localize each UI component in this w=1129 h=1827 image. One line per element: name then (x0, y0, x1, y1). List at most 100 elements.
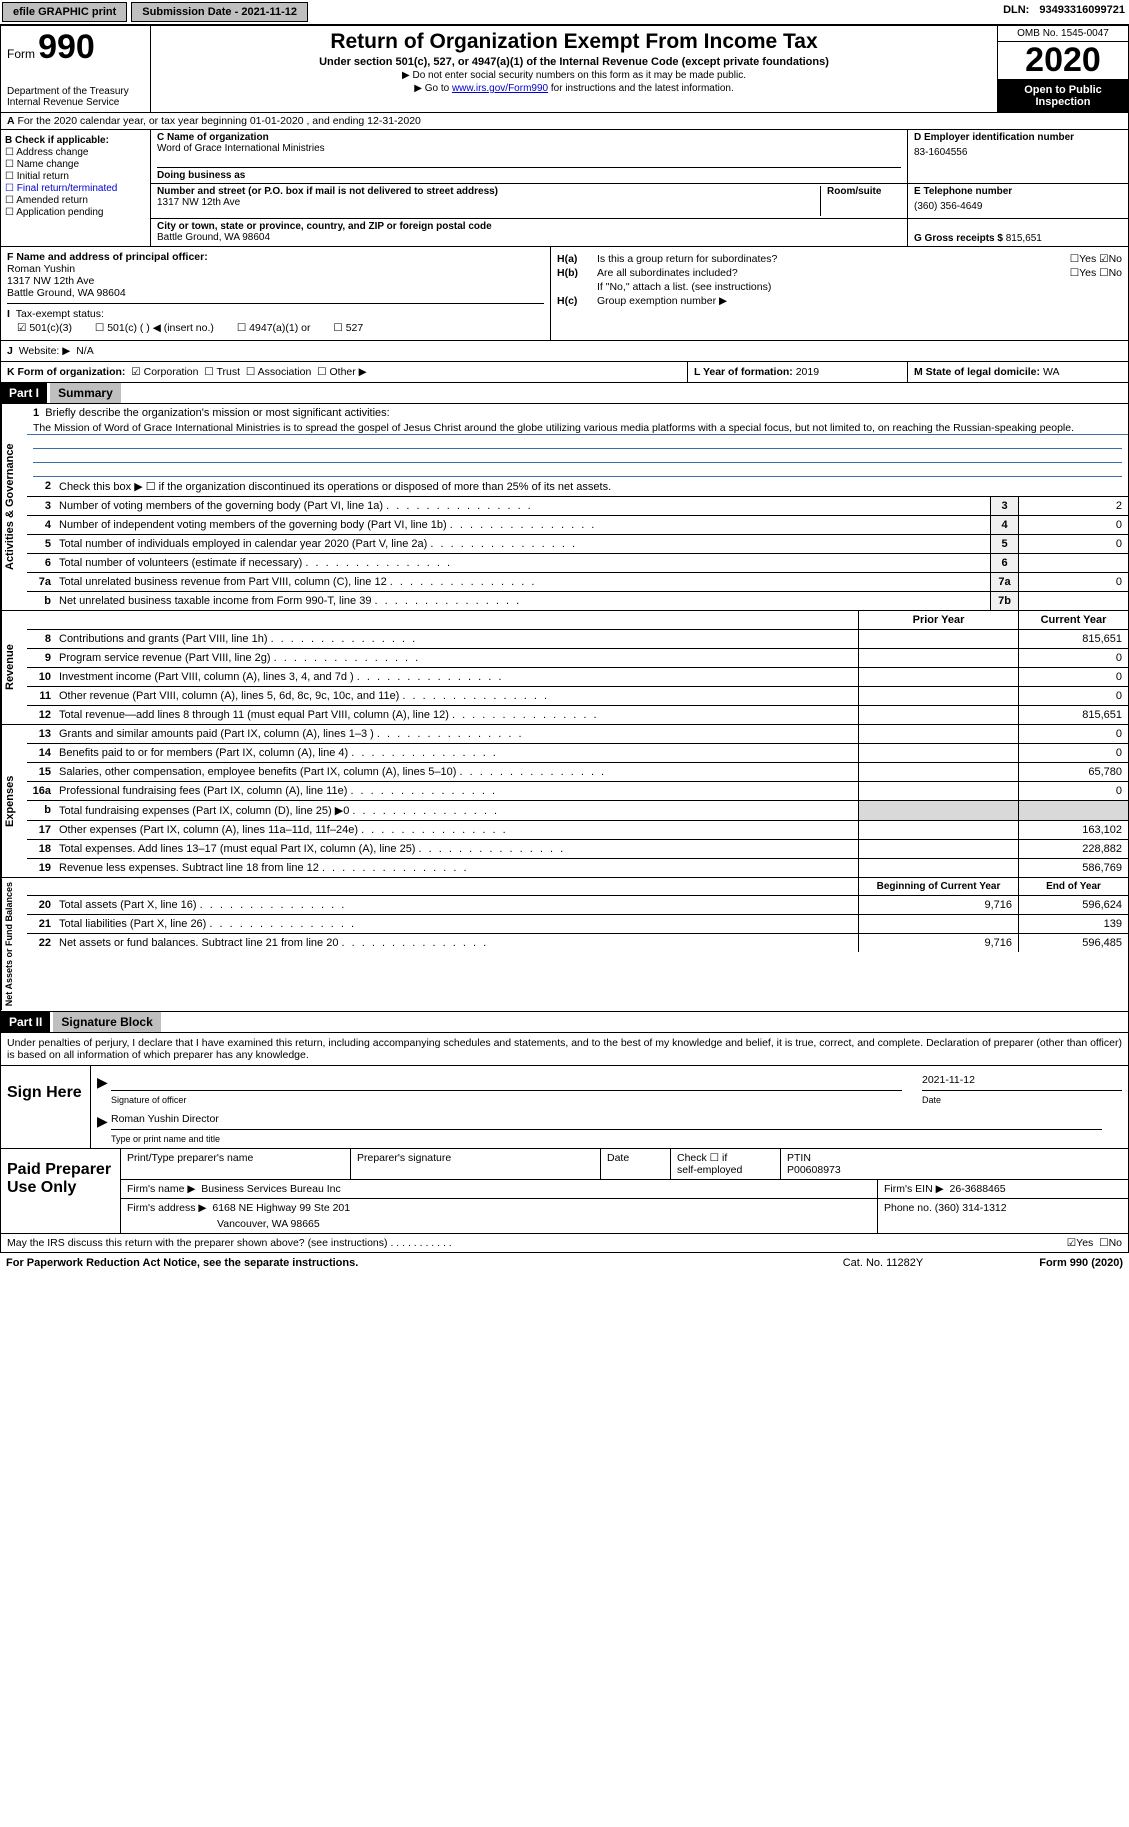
current-val: 0 (1018, 744, 1128, 762)
prior-val (858, 706, 1018, 724)
chk-amended-return[interactable]: Amended return (5, 195, 146, 206)
city-value: Battle Ground, WA 98604 (157, 232, 901, 243)
table-row: 22Net assets or fund balances. Subtract … (27, 933, 1128, 952)
row-a-text: For the 2020 calendar year, or tax year … (18, 115, 421, 127)
hb-label: H(b) (557, 267, 597, 279)
chk-501c3[interactable] (17, 322, 29, 334)
prior-val (858, 744, 1018, 762)
mission-line: 1 Briefly describe the organization's mi… (27, 404, 1128, 422)
chk-address-change[interactable]: Address change (5, 147, 146, 158)
firm-name: Business Services Bureau Inc (201, 1183, 340, 1195)
submission-date-button[interactable]: Submission Date - 2021-11-12 (131, 2, 308, 22)
chk-association[interactable] (246, 366, 258, 378)
net-assets-body: Beginning of Current Year End of Year 20… (27, 878, 1128, 1010)
current-val: 65,780 (1018, 763, 1128, 781)
line-text: Salaries, other compensation, employee b… (55, 763, 858, 781)
current-val: 586,769 (1018, 859, 1128, 877)
current-val: 0 (1018, 668, 1128, 686)
part-ii-title: Signature Block (53, 1012, 160, 1032)
governance-body: 1 Briefly describe the organization's mi… (27, 404, 1128, 610)
header-left: Form 990 Department of the Treasury Inte… (1, 26, 151, 112)
line-val (1018, 592, 1128, 610)
line-text: Number of independent voting members of … (55, 516, 990, 534)
chk-final-return[interactable]: Final return/terminated (5, 183, 146, 194)
addr-cell: Number and street (or P.O. box if mail i… (151, 184, 908, 218)
table-row: 16aProfessional fundraising fees (Part I… (27, 781, 1128, 800)
discuss-no[interactable]: No (1109, 1237, 1122, 1249)
officer-name: Roman Yushin (7, 263, 544, 275)
efile-button[interactable]: efile GRAPHIC print (2, 2, 127, 22)
part-ii-label: Part II (1, 1012, 50, 1032)
form-note-1: ▶ Do not enter social security numbers o… (159, 70, 989, 81)
date-label: Date (922, 1095, 1122, 1105)
open-to-public: Open to Public Inspection (998, 80, 1128, 112)
opt-other: Other ▶ (330, 366, 367, 378)
discuss-yes[interactable]: Yes (1076, 1237, 1093, 1249)
current-val: 163,102 (1018, 821, 1128, 839)
table-row: 20Total assets (Part X, line 16) 9,71659… (27, 895, 1128, 914)
table-row: 18Total expenses. Add lines 13–17 (must … (27, 839, 1128, 858)
table-row: 11Other revenue (Part VIII, column (A), … (27, 686, 1128, 705)
year-formation-label: L Year of formation: (694, 366, 796, 378)
header-right: OMB No. 1545-0047 2020 Open to Public In… (998, 26, 1128, 112)
prior-val (858, 649, 1018, 667)
prior-val (858, 630, 1018, 648)
current-val: 596,485 (1018, 934, 1128, 952)
self-employed-check[interactable]: Check ☐ if (677, 1152, 774, 1164)
chk-527[interactable] (333, 322, 345, 334)
mission-text: The Mission of Word of Grace Internation… (27, 422, 1128, 435)
line-num: 11 (27, 687, 55, 705)
line-text: Total number of volunteers (estimate if … (55, 554, 990, 572)
prior-val (858, 915, 1018, 933)
current-year-hdr: Current Year (1018, 611, 1128, 629)
hc-label: H(c) (557, 295, 597, 307)
ein-value: 83-1604556 (914, 143, 1122, 162)
chk-501c[interactable] (95, 322, 107, 334)
mission-blank-3 (33, 463, 1122, 477)
revenue-header-row: Prior Year Current Year (27, 611, 1128, 629)
mission-blank-2 (33, 449, 1122, 463)
gov-line: 4Number of independent voting members of… (27, 515, 1128, 534)
dept-line-1: Department of the Treasury (7, 86, 144, 97)
opt-527: 527 (346, 322, 364, 334)
arrow-icon: ▶ (97, 1074, 111, 1091)
ptin-value: P00608973 (787, 1164, 1122, 1176)
form-subtitle: Under section 501(c), 527, or 4947(a)(1)… (159, 56, 989, 68)
na-hdr-text (55, 878, 858, 895)
discuss-row: May the IRS discuss this return with the… (0, 1234, 1129, 1253)
line-box: 7a (990, 573, 1018, 591)
line-text: Total assets (Part X, line 16) (55, 896, 858, 914)
ha-label: H(a) (557, 253, 597, 265)
line-num: 10 (27, 668, 55, 686)
paid-preparer-section: Paid Preparer Use Only Print/Type prepar… (0, 1149, 1129, 1234)
chk-name-change[interactable]: Name change (5, 159, 146, 170)
chk-corporation[interactable] (131, 366, 143, 378)
chk-4947[interactable] (237, 322, 249, 334)
chk-initial-return[interactable]: Initial return (5, 171, 146, 182)
chk-application-pending[interactable]: Application pending (5, 207, 146, 218)
form-label: Form (7, 47, 35, 61)
row-j: J Website: ▶ N/A (0, 341, 1129, 362)
col-b-label: B Check if applicable: (5, 135, 146, 146)
gov-line: 5Total number of individuals employed in… (27, 534, 1128, 553)
officer-name-box: Roman Yushin Director (111, 1113, 1102, 1130)
prior-val (858, 801, 1018, 820)
signature-box[interactable] (111, 1074, 902, 1091)
irs-link[interactable]: www.irs.gov/Form990 (452, 83, 548, 94)
firm-ein-label: Firm's EIN ▶ (884, 1183, 944, 1195)
preparer-date-hdr: Date (601, 1149, 671, 1179)
i-text: Tax-exempt status: (16, 308, 104, 320)
summary-governance: Activities & Governance 1 Briefly descri… (0, 404, 1129, 611)
chk-other[interactable] (317, 366, 329, 378)
vtab-revenue: Revenue (1, 611, 27, 724)
phone-label: Phone no. (884, 1202, 935, 1214)
ptin-cell: PTIN P00608973 (781, 1149, 1128, 1179)
hb-note: If "No," attach a list. (see instruction… (597, 281, 1122, 293)
row-fh: F Name and address of principal officer:… (0, 247, 1129, 341)
line-num: 14 (27, 744, 55, 762)
phone-value: (360) 314-1312 (935, 1202, 1007, 1214)
arrow-icon-2: ▶ (97, 1113, 111, 1130)
chk-trust[interactable] (204, 366, 216, 378)
f-label: F Name and address of principal officer: (7, 251, 208, 263)
firm-ein: 26-3688465 (950, 1183, 1006, 1195)
